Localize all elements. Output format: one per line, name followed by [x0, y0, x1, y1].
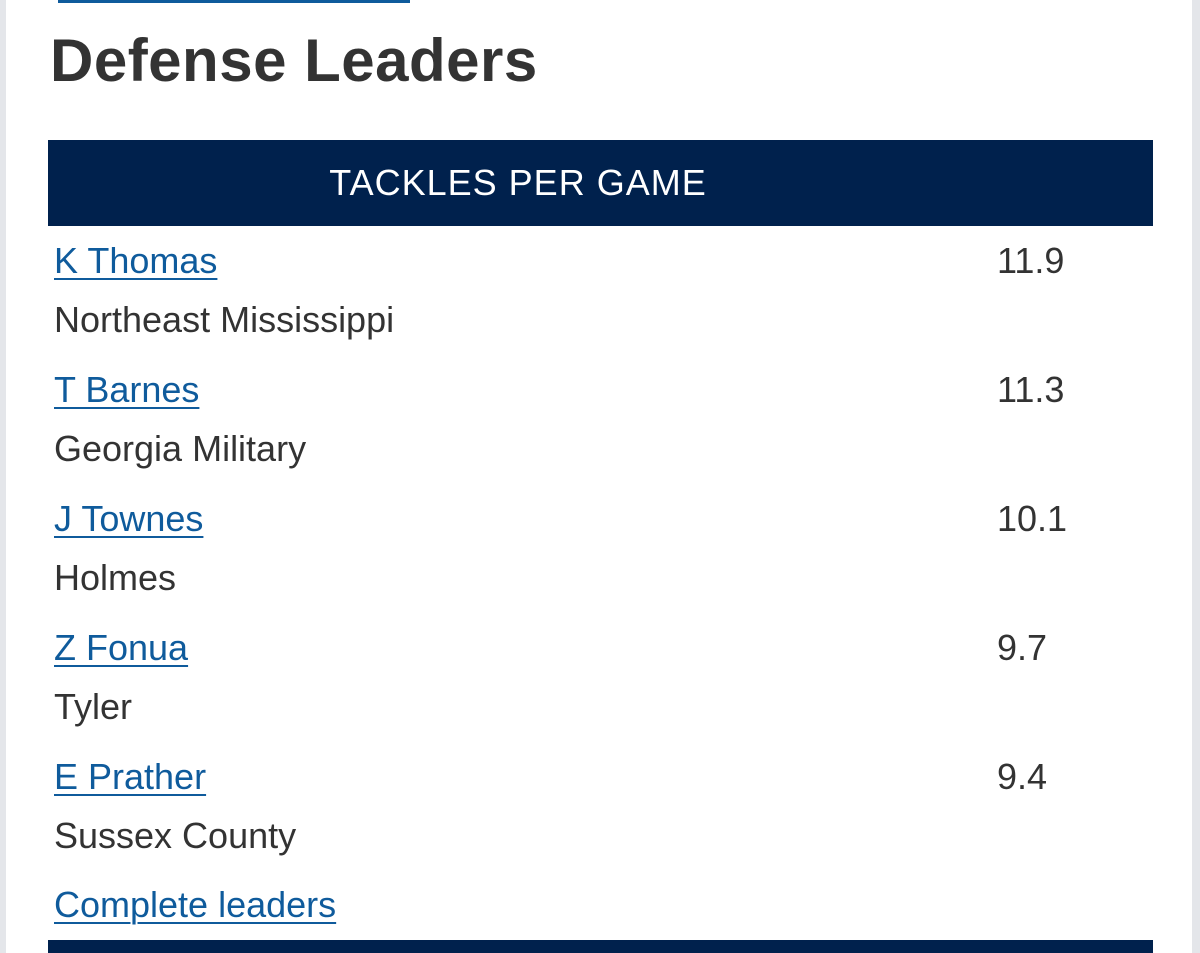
player-link[interactable]: Z Fonua [54, 627, 189, 668]
team-name: Tyler [54, 686, 133, 727]
table-row: T Barnes Georgia Military 11.3 [54, 369, 1154, 498]
team-name: Northeast Mississippi [54, 299, 395, 340]
table-row: Z Fonua Tyler 9.7 [54, 627, 1154, 756]
stat-value: 9.4 [997, 756, 1048, 797]
page-border-left [0, 0, 6, 953]
team-name: Holmes [54, 557, 177, 598]
previous-section-link-underline[interactable] [58, 0, 410, 3]
section-title: Defense Leaders [50, 27, 538, 94]
player-link[interactable]: K Thomas [54, 240, 218, 281]
table-header: TACKLES PER GAME [48, 140, 1153, 226]
team-name: Sussex County [54, 815, 297, 856]
player-link[interactable]: E Prather [54, 756, 207, 797]
complete-leaders-link[interactable]: Complete leaders [54, 884, 337, 925]
player-link[interactable]: T Barnes [54, 369, 200, 410]
player-link[interactable]: J Townes [54, 498, 204, 539]
table-row: E Prather Sussex County 9.4 [54, 756, 1154, 885]
table-row: K Thomas Northeast Mississippi 11.9 [54, 240, 1154, 369]
team-name: Georgia Military [54, 428, 307, 469]
stat-value: 10.1 [997, 498, 1068, 539]
stat-value: 9.7 [997, 627, 1048, 668]
table-row: J Townes Holmes 10.1 [54, 498, 1154, 627]
page-border-right [1192, 0, 1200, 953]
next-table-header [48, 940, 1153, 953]
stat-value: 11.9 [997, 240, 1065, 281]
stat-value: 11.3 [997, 369, 1065, 410]
table-header-label: TACKLES PER GAME [329, 162, 707, 203]
